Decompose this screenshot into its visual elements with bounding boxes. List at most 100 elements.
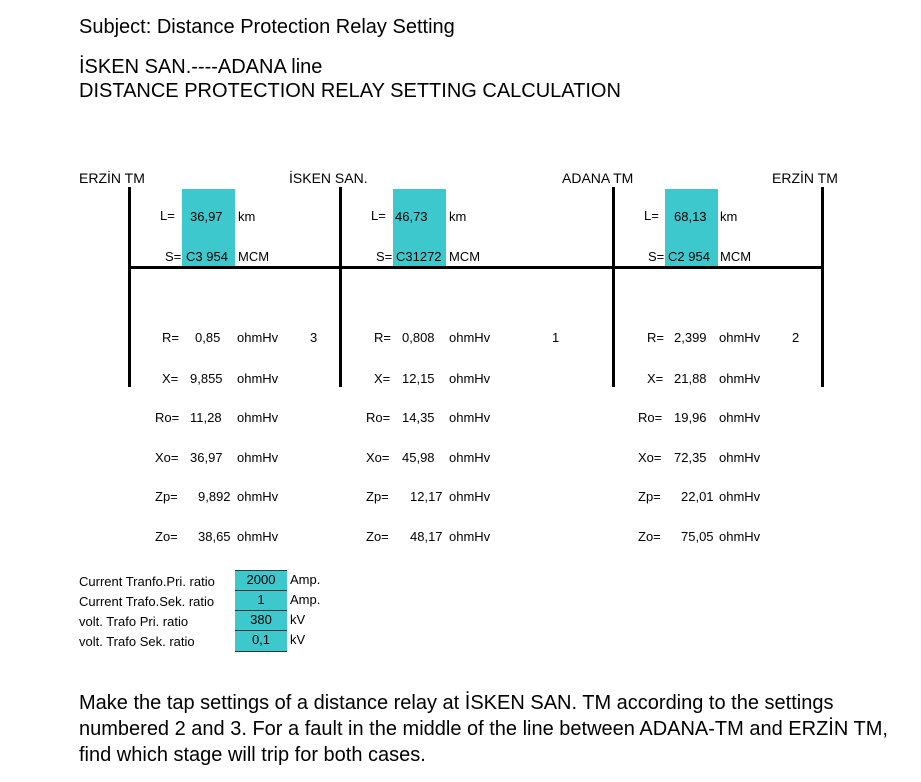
- section-3-highlight: [665, 189, 718, 267]
- section-unit: MCM: [720, 249, 752, 264]
- length-unit: km: [449, 209, 467, 224]
- reactance-unit: ohmHv: [449, 371, 491, 386]
- length-unit: km: [720, 209, 738, 224]
- zero-impedance-unit: ohmHv: [719, 529, 761, 544]
- length-unit: km: [238, 209, 256, 224]
- vt-primary-unit: kV: [290, 612, 306, 627]
- transmission-line: [128, 266, 824, 269]
- zero-impedance-label: Zo=: [155, 529, 178, 544]
- section-2-highlight: [393, 189, 446, 267]
- station-adana: ADANA TM: [562, 170, 634, 186]
- positive-impedance-value: 22,01: [681, 489, 714, 504]
- section-label: S=: [165, 249, 182, 264]
- ct-primary-label: Current Tranfo.Pri. ratio: [79, 574, 215, 589]
- divider: [235, 610, 287, 611]
- busbar-isken: [339, 187, 342, 387]
- positive-impedance-label: Zp=: [155, 489, 178, 504]
- length-value: 36,97: [190, 209, 223, 224]
- vt-secondary-label: volt. Trafo Sek. ratio: [79, 634, 195, 649]
- positive-impedance-value: 12,17: [410, 489, 443, 504]
- resistance-value: 0,85: [195, 330, 221, 345]
- ct-secondary-label: Current Trafo.Sek. ratio: [79, 594, 215, 609]
- zero-reactance-unit: ohmHv: [449, 450, 491, 465]
- transformer-values-highlight: [235, 570, 287, 652]
- busbar-erzin-left: [128, 187, 131, 387]
- zero-resistance-unit: ohmHv: [719, 410, 761, 425]
- section-1-highlight: [182, 189, 235, 267]
- reactance-value: 12,15: [402, 371, 435, 386]
- station-erzin-right: ERZİN TM: [772, 170, 838, 186]
- vt-secondary-unit: kV: [290, 632, 306, 647]
- section-unit: MCM: [449, 249, 481, 264]
- divider: [235, 590, 287, 591]
- zero-impedance-unit: ohmHv: [237, 529, 279, 544]
- section-unit: MCM: [238, 249, 270, 264]
- zero-impedance-label: Zo=: [638, 529, 661, 544]
- length-label: L=: [160, 208, 175, 223]
- reactance-unit: ohmHv: [237, 371, 279, 386]
- station-isken: İSKEN SAN.: [289, 170, 368, 186]
- section-label: S=: [376, 249, 393, 264]
- zero-resistance-label: Ro=: [155, 410, 180, 425]
- zero-resistance-unit: ohmHv: [449, 410, 491, 425]
- line-title: İSKEN SAN.----ADANA line: [79, 56, 323, 78]
- length-label: L=: [371, 208, 386, 223]
- problem-statement: Make the tap settings of a distance rela…: [79, 692, 888, 766]
- resistance-label: R=: [647, 330, 664, 345]
- zero-resistance-unit: ohmHv: [237, 410, 279, 425]
- setting-number: 3: [310, 330, 318, 345]
- zero-reactance-value: 72,35: [674, 450, 707, 465]
- resistance-label: R=: [162, 330, 179, 345]
- zero-impedance-value: 48,17: [410, 529, 443, 544]
- subject-title: Subject: Distance Protection Relay Setti…: [79, 16, 455, 38]
- station-erzin-left: ERZİN TM: [79, 170, 145, 186]
- zero-reactance-value: 36,97: [190, 450, 223, 465]
- resistance-unit: ohmHv: [237, 330, 279, 345]
- zero-reactance-label: Xo=: [638, 450, 662, 465]
- reactance-label: X=: [374, 371, 391, 386]
- ct-secondary-value: 1: [257, 592, 265, 607]
- positive-impedance-unit: ohmHv: [719, 489, 761, 504]
- zero-reactance-label: Xo=: [366, 450, 390, 465]
- setting-number: 1: [552, 330, 560, 345]
- divider: [235, 630, 287, 631]
- reactance-unit: ohmHv: [719, 371, 761, 386]
- zero-reactance-value: 45,98: [402, 450, 435, 465]
- vt-primary-value: 380: [250, 612, 272, 627]
- zero-impedance-value: 38,65: [198, 529, 231, 544]
- busbar-adana: [612, 187, 615, 387]
- zero-resistance-label: Ro=: [638, 410, 663, 425]
- section-value: C2 954: [668, 249, 710, 264]
- length-value: 46,73: [395, 209, 428, 224]
- length-value: 68,13: [674, 209, 707, 224]
- section-label: S=: [648, 249, 665, 264]
- ct-primary-value: 2000: [246, 572, 276, 587]
- zero-resistance-label: Ro=: [366, 410, 391, 425]
- zero-reactance-unit: ohmHv: [719, 450, 761, 465]
- section-value: C31272: [396, 249, 442, 264]
- length-label: L=: [644, 208, 659, 223]
- vt-secondary-value: 0,1: [251, 632, 271, 647]
- section-value: C3 954: [186, 249, 228, 264]
- reactance-value: 9,855: [190, 371, 223, 386]
- resistance-unit: ohmHv: [449, 330, 491, 345]
- resistance-value: 0,808: [402, 330, 435, 345]
- setting-number: 2: [792, 330, 800, 345]
- busbar-erzin-right: [821, 187, 824, 387]
- vt-primary-label: volt. Trafo Pri. ratio: [79, 614, 189, 629]
- ct-primary-unit: Amp.: [290, 572, 321, 587]
- positive-impedance-unit: ohmHv: [449, 489, 491, 504]
- positive-impedance-value: 9,892: [198, 489, 231, 504]
- positive-impedance-label: Zp=: [638, 489, 661, 504]
- ct-secondary-unit: Amp.: [290, 592, 321, 607]
- zero-resistance-value: 14,35: [402, 410, 435, 425]
- zero-reactance-label: Xo=: [155, 450, 179, 465]
- resistance-label: R=: [374, 330, 391, 345]
- zero-impedance-unit: ohmHv: [449, 529, 491, 544]
- resistance-value: 2,399: [674, 330, 707, 345]
- calculation-title: DISTANCE PROTECTION RELAY SETTING CALCUL…: [79, 80, 621, 102]
- resistance-unit: ohmHv: [719, 330, 761, 345]
- zero-resistance-value: 19,96: [674, 410, 707, 425]
- reactance-value: 21,88: [674, 371, 707, 386]
- reactance-label: X=: [162, 371, 179, 386]
